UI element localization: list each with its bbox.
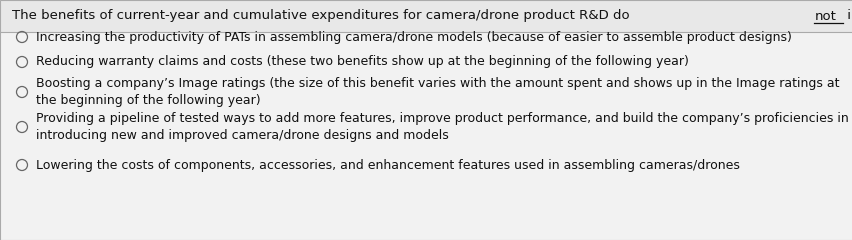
Text: Lowering the costs of components, accessories, and enhancement features used in : Lowering the costs of components, access… [36,158,739,172]
Text: Boosting a company’s Image ratings (the size of this benefit varies with the amo: Boosting a company’s Image ratings (the … [36,77,838,107]
Text: Reducing warranty claims and costs (these two benefits show up at the beginning : Reducing warranty claims and costs (thes… [36,55,688,68]
Text: Increasing the productivity of PATs in assembling camera/drone models (because o: Increasing the productivity of PATs in a… [36,30,791,43]
Text: The benefits of current-year and cumulative expenditures for camera/drone produc: The benefits of current-year and cumulat… [12,10,633,23]
Text: include which of the following?: include which of the following? [842,10,852,23]
Text: Providing a pipeline of tested ways to add more features, improve product perfor: Providing a pipeline of tested ways to a… [36,112,848,142]
Text: not: not [814,10,835,23]
Bar [0,0,852,32]
